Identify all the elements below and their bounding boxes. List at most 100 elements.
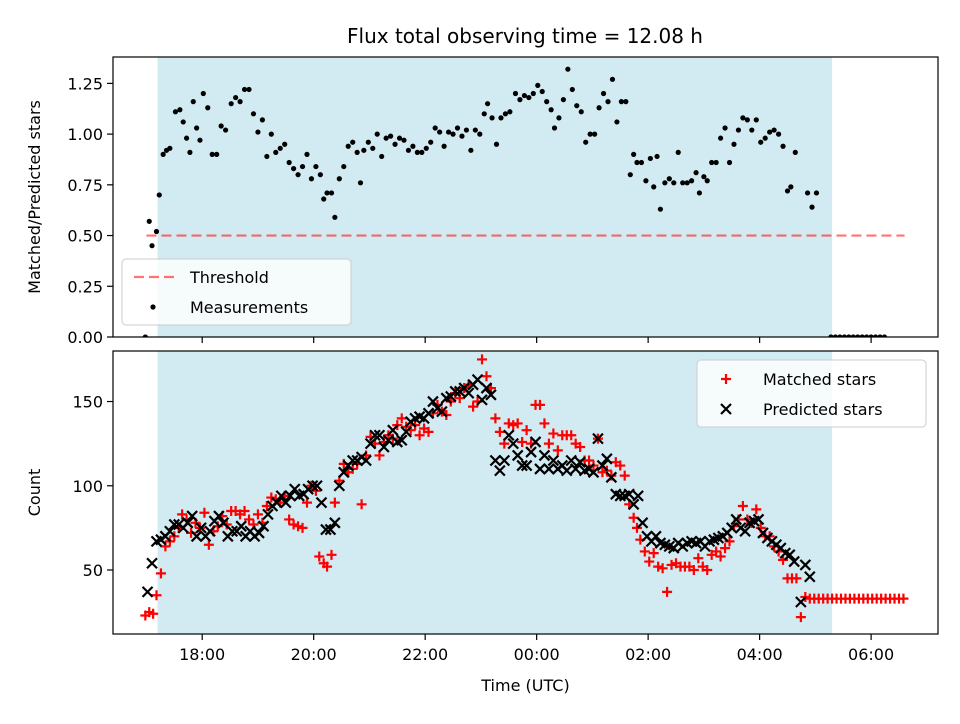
measurement-point xyxy=(205,105,211,111)
predicted-point xyxy=(739,525,751,538)
measurement-point xyxy=(268,131,274,137)
measurement-point xyxy=(718,135,724,141)
x-tick-label: 20:00 xyxy=(291,645,337,664)
matched-point xyxy=(791,573,802,584)
predicted-point xyxy=(795,596,807,608)
measurement-point xyxy=(241,86,248,93)
predicted-point xyxy=(315,496,328,509)
measurement-point xyxy=(489,115,495,121)
measurement-point xyxy=(684,180,690,186)
measurement-point xyxy=(484,101,491,107)
measurement-point xyxy=(846,334,852,337)
series-measurements xyxy=(142,66,888,337)
measurement-point xyxy=(638,159,645,166)
predicted-point xyxy=(186,510,198,522)
predicted-point xyxy=(462,387,475,399)
matched-point xyxy=(662,586,673,597)
measurement-point xyxy=(401,137,407,143)
measurement-point xyxy=(341,163,347,170)
matched-point xyxy=(795,612,806,623)
predicted-point xyxy=(525,446,537,458)
predicted-point xyxy=(275,490,288,502)
measurement-point xyxy=(502,111,509,117)
measurement-point xyxy=(423,145,429,151)
measurement-point xyxy=(828,334,834,337)
predicted-point xyxy=(253,527,265,539)
measurement-point xyxy=(218,123,224,129)
predicted-point xyxy=(373,429,386,442)
measurement-point xyxy=(264,153,270,160)
predicted-point xyxy=(560,464,573,477)
predicted-point xyxy=(262,508,274,521)
matched-point xyxy=(720,543,731,554)
measurement-point xyxy=(299,163,306,170)
measurement-point xyxy=(726,159,733,166)
top-legend: Threshold Measurements xyxy=(121,258,352,326)
matched-point xyxy=(653,561,664,572)
matched-point xyxy=(221,519,232,530)
matched-point xyxy=(177,509,188,520)
measurement-point xyxy=(160,151,166,157)
matched-point xyxy=(666,559,677,570)
measurement-point xyxy=(304,151,310,157)
matched-point xyxy=(575,442,586,453)
measurement-point xyxy=(744,117,750,123)
predicted-point xyxy=(650,530,662,543)
measurement-point xyxy=(180,119,186,125)
matched-point xyxy=(490,413,501,424)
matched-point xyxy=(639,546,650,557)
matched-point xyxy=(702,564,713,575)
measurement-point xyxy=(332,214,338,220)
predicted-point xyxy=(141,586,154,598)
measurement-point xyxy=(758,139,764,145)
measurement-point xyxy=(197,137,203,143)
measurement-point xyxy=(675,149,681,155)
predicted-point xyxy=(592,432,604,445)
x-axis-label: Time (UTC) xyxy=(480,676,569,695)
measurement-point xyxy=(872,334,879,337)
measurement-point xyxy=(713,159,719,166)
measurement-point xyxy=(569,86,575,93)
measurement-point xyxy=(837,334,843,337)
matched-point xyxy=(619,470,630,481)
measurement-point xyxy=(432,125,438,131)
x-tick-label: 06:00 xyxy=(848,645,894,664)
y-tick-label: 0.25 xyxy=(67,277,103,296)
bottom-y-axis-label: Count xyxy=(25,469,44,517)
predicted-point xyxy=(783,549,796,561)
legend-measurements-label: Measurements xyxy=(190,298,308,317)
measurement-point xyxy=(214,151,220,157)
matched-point xyxy=(512,418,523,429)
measurement-point xyxy=(463,127,470,133)
measurement-point xyxy=(634,159,640,166)
predicted-point xyxy=(543,463,555,475)
measurement-point xyxy=(445,129,452,135)
measurement-point xyxy=(539,88,545,95)
predicted-point xyxy=(195,522,207,534)
measurement-point xyxy=(850,334,856,337)
predicted-point xyxy=(181,517,194,529)
top-axes-frame xyxy=(112,56,939,338)
predicted-point xyxy=(565,454,577,467)
predicted-point xyxy=(725,522,738,534)
predicted-point xyxy=(516,459,528,472)
measurement-point xyxy=(273,149,279,155)
y-tick-label: 0.00 xyxy=(67,328,103,347)
measurement-point xyxy=(762,135,768,141)
y-tick-label: 0.50 xyxy=(67,227,103,246)
measurement-point xyxy=(813,190,820,196)
predicted-point xyxy=(168,518,181,531)
predicted-point xyxy=(164,525,176,538)
predicted-point xyxy=(538,449,551,462)
predicted-point xyxy=(471,373,484,386)
chart-title: Flux total observing time = 12.08 h xyxy=(347,24,703,48)
legend-matched-label: Matched stars xyxy=(763,370,876,389)
measurement-point xyxy=(361,147,367,153)
matched-point xyxy=(615,460,626,471)
top-panel: 0.00 0.25 0.50 0.75 1.00 1.25 Matched/Predicte… xyxy=(25,56,939,347)
predicted-point xyxy=(520,459,533,472)
predicted-point xyxy=(587,466,600,479)
x-tick-label: 18:00 xyxy=(179,645,225,664)
measurement-point xyxy=(855,334,861,337)
